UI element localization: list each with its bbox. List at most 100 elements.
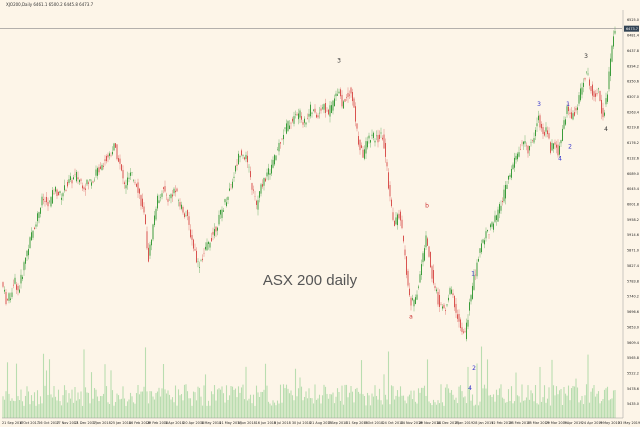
volume-bar [587,354,589,418]
candle-body [206,242,208,251]
volume-bar [248,398,250,418]
candle-body [262,184,263,187]
candle-body [82,185,83,189]
price-tick-label: 6394.2 [627,64,639,68]
time-tick-label: 20 Apr 2018 [183,421,204,425]
volume-bar [165,393,168,418]
volume-bar [71,389,73,418]
candle-body [484,240,485,245]
volume-bar [489,394,492,418]
candle-body [149,244,151,256]
volume-bar [498,388,501,418]
volume-bar [410,390,412,418]
candle-body [383,134,385,149]
volume-bar [45,370,48,418]
candle-body [70,176,71,180]
volume-bar [186,391,189,418]
candle-body [446,304,448,306]
candle-body [442,306,443,309]
price-tick-label: 6263.4 [627,110,639,114]
candle-body [355,106,356,122]
candle-body [68,179,70,183]
volume-bar [89,403,91,418]
time-tick-label: 3 Jan 2018 [93,421,111,425]
volume-bar [461,391,463,418]
volume-bar [279,384,282,418]
candle-body [427,238,428,246]
volume-bar [231,386,234,418]
volume-bar [131,396,133,418]
volume-bar [393,399,396,418]
wave-label: 3 [537,101,541,108]
volume-bar [54,396,57,418]
volume-bar [95,389,97,418]
volume-bar [342,404,345,418]
volume-bar [65,390,67,418]
candle-body [547,130,548,135]
volume-bar [488,395,490,418]
volume-bar [471,394,474,418]
candle-body [157,195,158,209]
volume-bar [411,399,414,418]
volume-bar [143,386,145,418]
candle-body [382,137,383,140]
volume-bar [149,391,151,418]
volume-bar [420,387,423,418]
wave-label: 4 [558,156,562,163]
volume-bar [5,391,7,418]
candle-body [32,230,34,238]
candle-body [536,123,538,127]
volume-bar [287,388,289,418]
volume-bar [69,398,72,418]
candle-body [317,115,319,118]
candle-body [454,295,455,308]
volume-bar [36,390,39,418]
candle-body [38,212,40,218]
candle-body [511,168,512,178]
volume-bar [270,405,273,418]
candle-body [145,214,146,225]
candle-body [559,145,560,155]
volume-bar [369,405,372,418]
volume-bar [309,398,312,418]
volume-bar [396,390,399,418]
candle-body [158,200,160,203]
candle-body [34,227,35,230]
volume-bar [302,400,304,418]
volume-bar [284,388,286,418]
volume-bar [468,387,471,418]
volume-bar [459,385,462,418]
volume-bar [326,393,328,418]
volume-bar [129,392,132,418]
candle-body [349,94,350,96]
candle-body [115,143,116,148]
candle-body [406,256,407,275]
candle-body [101,165,103,171]
candle-body [275,155,277,160]
candle-body [325,102,326,113]
volume-bar [372,396,375,418]
candle-body [5,292,7,305]
candle-body [25,257,26,264]
volume-bar [27,391,30,418]
volume-bar [312,403,315,418]
candle-body [235,165,236,172]
volume-bar [570,388,573,418]
candle-body [287,121,289,132]
volume-bar [401,395,403,418]
candle-body [367,141,368,148]
volume-bar [102,393,105,418]
candle-body [602,107,604,118]
candle-body [52,190,53,204]
volume-bar [455,397,457,418]
time-tick-label: 28 Feb 2019 [509,421,530,425]
candle-body [394,220,395,227]
volume-bar [575,378,577,418]
volume-bar [197,386,199,418]
volume-bar [111,390,114,418]
volume-bar [423,385,426,418]
volume-bar [228,395,231,418]
candle-body [461,327,463,332]
candle-body [103,165,104,167]
